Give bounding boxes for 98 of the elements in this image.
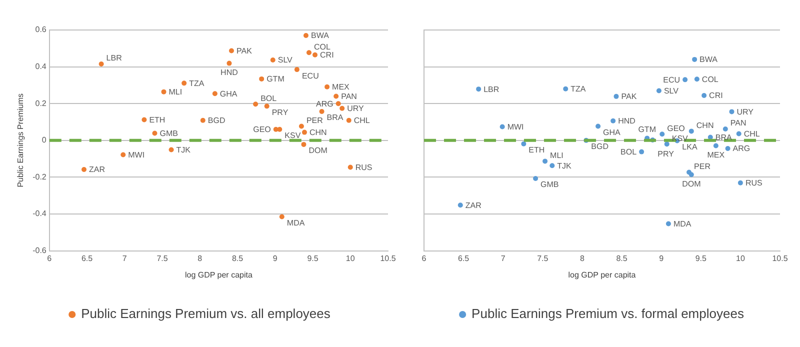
annotation: TJK (557, 161, 572, 170)
annotation: CHN (696, 120, 714, 130)
y-tick-label: -0.2 (32, 172, 47, 182)
annotation: PAK (236, 46, 253, 56)
annotation: PAN (730, 118, 746, 128)
annotation: GHA (603, 128, 622, 137)
annotation: MEX (707, 150, 726, 160)
annotation: CHN (309, 128, 328, 138)
annotation: PAN (341, 92, 358, 101)
x-tick-label: 6.5 (458, 254, 470, 263)
annotation: ZAR (465, 200, 482, 210)
annotation: URY (347, 104, 365, 114)
annotation: TZA (189, 78, 205, 88)
annotation: URY (736, 107, 754, 116)
annotation: CRI (320, 50, 334, 60)
annotation: GEO (667, 124, 685, 133)
annotation: GMB (160, 128, 178, 138)
x-axis-title: log GDP per capita (568, 270, 636, 280)
annotation: LBR (484, 84, 500, 94)
x-tick-label: 10.5 (380, 254, 396, 263)
y-tick-label: 0.2 (35, 98, 47, 108)
annotation: MWI (507, 122, 524, 132)
x-axis-title: log GDP per capita (184, 270, 253, 280)
annotation: BRA (715, 132, 732, 142)
annotation: BGD (591, 142, 609, 152)
x-tick-label: 10.5 (772, 254, 788, 263)
y-tick-label: 0 (42, 136, 47, 145)
annotation: LKA (682, 142, 698, 152)
annotation: CHL (744, 129, 760, 138)
annotation: ECU (302, 71, 320, 80)
annotation: HND (618, 116, 636, 126)
annotation: PER (306, 116, 324, 125)
annotation: ECU (663, 75, 680, 84)
annotation: BWA (700, 55, 718, 64)
annotation: GHA (220, 89, 238, 98)
annotation: PER (694, 162, 711, 171)
x-tick-label: 9.5 (307, 254, 319, 263)
annotation: BOL (260, 94, 278, 103)
annotation: DOM (682, 179, 702, 188)
annotation: ZAR (89, 165, 106, 174)
x-tick-label: 9 (659, 254, 664, 263)
annotation: PRY (272, 108, 289, 117)
x-tick-label: 10 (736, 254, 746, 263)
annotation: MDA (673, 219, 692, 228)
annotation: GTM (266, 74, 285, 84)
x-tick-label: 10 (346, 254, 356, 263)
annotation: HND (220, 68, 238, 78)
annotation: COL (702, 74, 719, 84)
y-tick-label: -0.4 (32, 209, 47, 218)
x-tick-label: 8 (198, 254, 203, 263)
annotation: BOL (620, 148, 638, 157)
annotation: DOM (308, 146, 328, 156)
annotation: ARG (732, 144, 750, 154)
x-tick-label: 7 (500, 254, 506, 263)
x-tick-label: 6 (47, 254, 52, 263)
x-tick-label: 7.5 (537, 254, 549, 263)
annotation: GEO (253, 125, 271, 134)
annotation: LBR (106, 54, 122, 63)
x-tick-label: 7.5 (156, 254, 168, 263)
annotation: BRA (326, 113, 344, 122)
y-tick-label: 0.4 (35, 62, 47, 72)
annotation: MWI (128, 150, 145, 160)
annotation: MDA (286, 218, 306, 228)
x-tick-label: 8 (580, 254, 585, 263)
x-tick-label: 8.5 (616, 254, 628, 263)
annotation: MLI (168, 88, 182, 97)
x-tick-label: 6.5 (81, 254, 94, 263)
annotation: SLV (278, 56, 294, 65)
annotation: BWA (310, 31, 330, 40)
annotation: SLV (664, 86, 680, 96)
y-tick-label: -0.6 (32, 246, 47, 256)
legend-label: Public Earnings Premium vs. all employees (81, 306, 331, 322)
x-tick-label: 7 (122, 254, 128, 263)
y-axis-title: Public Earnings Premiums (16, 93, 26, 188)
annotation: PRY (658, 150, 675, 159)
annotation: PAK (621, 92, 638, 102)
annotation: TJK (176, 145, 192, 154)
annotation: RUS (745, 178, 762, 188)
annotation: CHL (354, 116, 370, 126)
x-tick-label: 9 (272, 254, 278, 263)
annotation: COL (314, 42, 331, 52)
annotation: KSV (284, 131, 302, 140)
annotation: MEX (332, 82, 350, 92)
annotation: RUS (355, 162, 372, 172)
legend-label: Public Earnings Premium vs. formal employees (472, 306, 744, 322)
annotation: TZA (570, 84, 586, 94)
annotation: GTM (638, 124, 656, 134)
y-tick-label: 0.6 (35, 25, 47, 34)
annotation: GMB (540, 180, 559, 190)
annotation: ETH (149, 115, 166, 124)
annotation: CRI (709, 91, 723, 100)
x-tick-label: 9.5 (695, 254, 707, 263)
annotation: ETH (528, 146, 545, 155)
annotation: BGD (208, 116, 226, 126)
annotation: ARG (316, 99, 334, 108)
x-tick-label: 8.5 (232, 254, 244, 263)
annotation: MLI (550, 150, 564, 160)
x-tick-label: 6 (422, 254, 427, 263)
